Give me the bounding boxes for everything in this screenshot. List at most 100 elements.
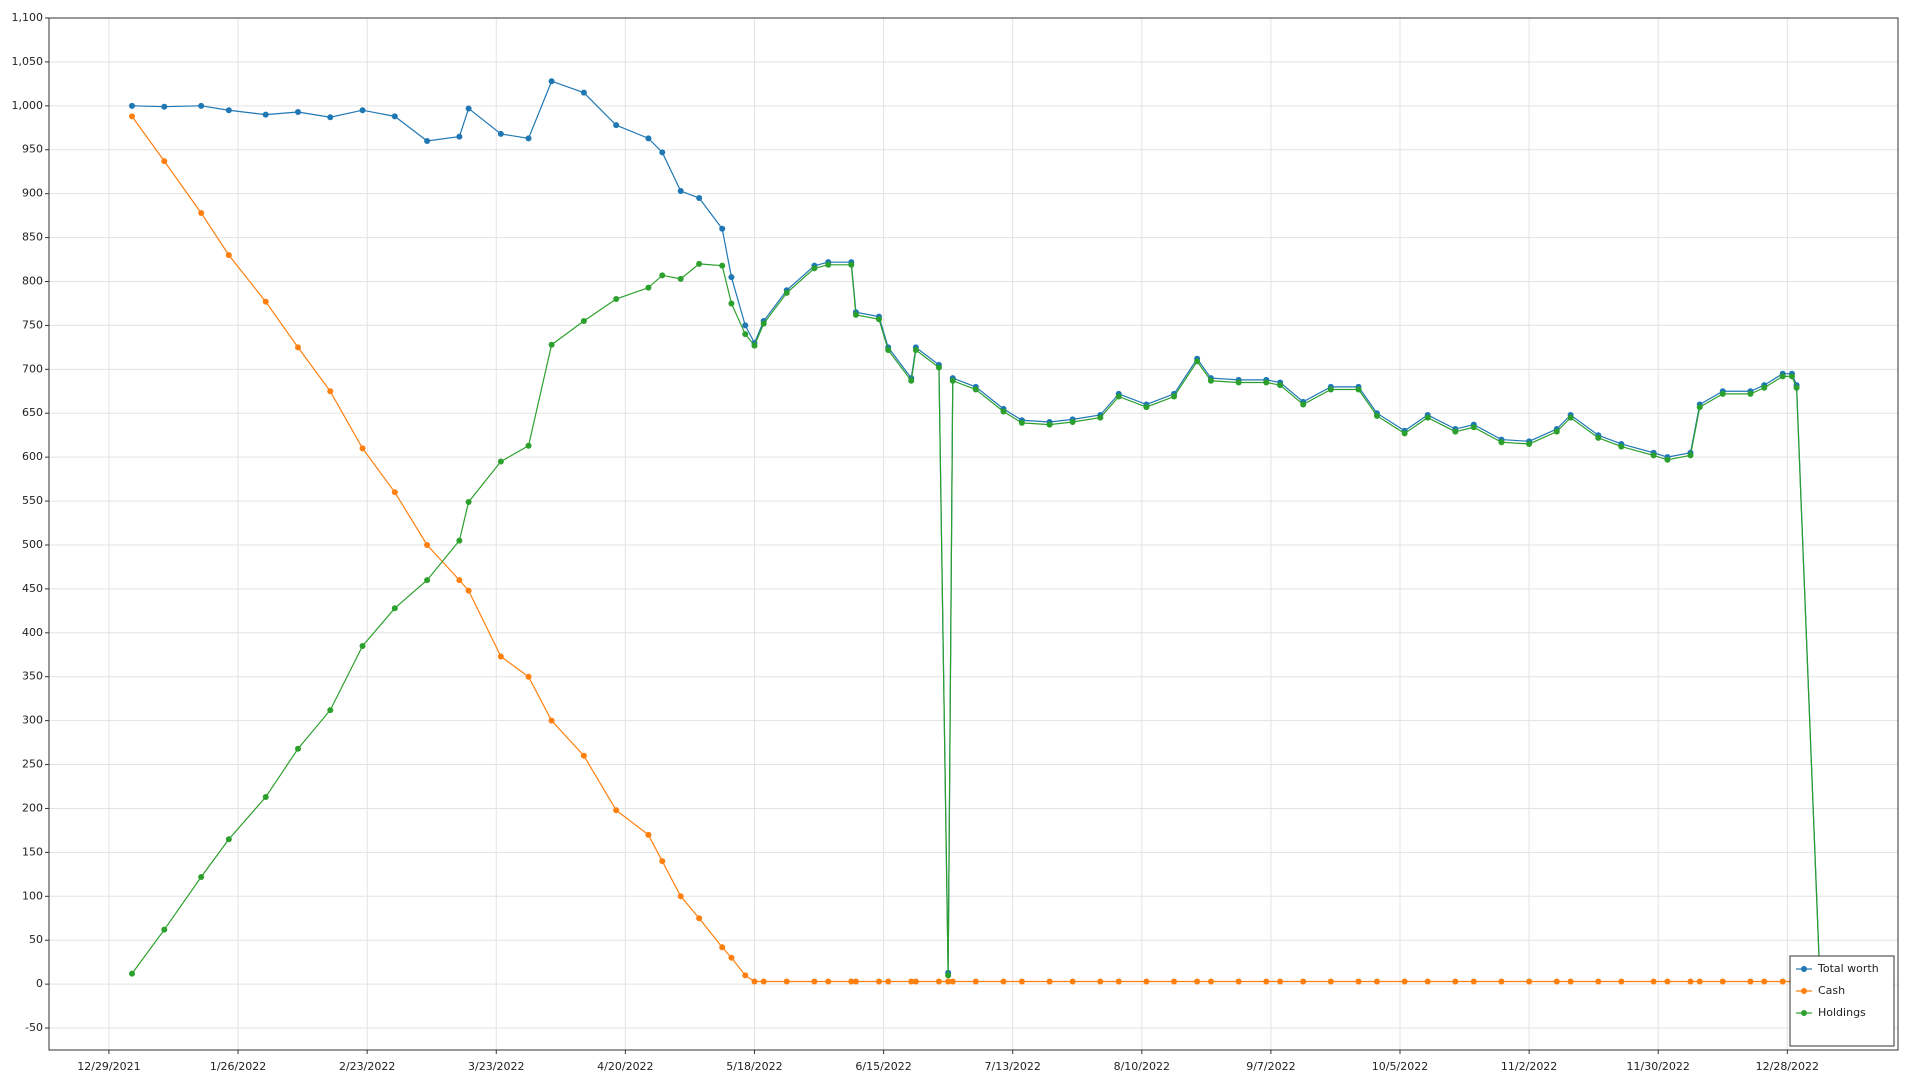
data-point [497,653,504,660]
x-tick-label: 1/26/2022 [210,1060,266,1073]
y-tick-label: 750 [22,318,43,331]
data-point [548,78,555,85]
data-point [659,858,666,865]
data-point [1553,978,1560,985]
data-point [580,89,587,96]
data-point [456,577,463,584]
data-point [1470,424,1477,431]
data-point [885,346,892,353]
data-point [161,103,168,110]
data-point [497,130,504,137]
data-point [359,107,366,114]
data-point [1650,978,1657,985]
data-point [945,978,952,985]
data-point [811,978,818,985]
data-point [391,605,398,612]
data-point [1327,978,1334,985]
x-tick-label: 12/28/2022 [1756,1060,1819,1073]
data-point [1687,978,1694,985]
data-point [1263,978,1270,985]
data-point [294,344,301,351]
y-tick-label: 50 [29,933,43,946]
data-point [1664,456,1671,463]
data-point [728,954,735,961]
data-point [424,577,431,584]
data-point [825,978,832,985]
y-tick-label: 500 [22,538,43,551]
data-point [728,274,735,281]
y-tick-label: 350 [22,670,43,683]
data-point [1788,373,1795,380]
data-point [1687,452,1694,459]
data-point [1373,412,1380,419]
data-point [696,260,703,267]
data-point [1046,421,1053,428]
data-point [760,978,767,985]
y-tick-label: 1,100 [12,11,44,24]
data-point [465,587,472,594]
data-point [645,135,652,142]
data-point [935,364,942,371]
data-point [294,108,301,115]
x-tick-label: 7/13/2022 [984,1060,1040,1073]
data-point [645,284,652,291]
data-point [852,311,859,318]
data-point [1194,358,1201,365]
data-point [811,265,818,272]
data-point [1115,978,1122,985]
data-point [613,122,620,129]
data-point [1761,978,1768,985]
y-tick-label: 0 [36,977,43,990]
data-point [1452,428,1459,435]
x-tick-label: 8/10/2022 [1114,1060,1170,1073]
data-point [1696,404,1703,411]
data-point [912,346,919,353]
data-point [972,386,979,393]
x-tick-label: 11/30/2022 [1627,1060,1690,1073]
data-point [825,261,832,268]
y-tick-label: 450 [22,582,43,595]
data-point [751,978,758,985]
data-point [1567,414,1574,421]
data-point [742,331,749,338]
data-point [359,642,366,649]
data-point [1171,978,1178,985]
x-tick-label: 9/7/2022 [1246,1060,1295,1073]
data-point [1424,978,1431,985]
y-tick-label: 1,050 [12,55,44,68]
data-point [719,262,726,269]
data-point [225,107,232,114]
data-point [1300,401,1307,408]
data-point [525,673,532,680]
data-point [497,458,504,465]
data-point [1498,978,1505,985]
data-point [1595,978,1602,985]
data-point [1779,978,1786,985]
data-point [949,377,956,384]
data-point [198,873,205,880]
data-point [949,978,956,985]
data-point [1115,393,1122,400]
data-point [161,926,168,933]
data-point [908,978,915,985]
data-point [465,498,472,505]
data-point [1498,439,1505,446]
plot-frame [48,17,1899,1051]
data-point [875,978,882,985]
data-point [1747,978,1754,985]
data-point [1143,978,1150,985]
data-point [424,137,431,144]
data-point [1470,978,1477,985]
data-point [1747,390,1754,397]
data-point [424,541,431,548]
data-point [294,745,301,752]
data-point [1373,978,1380,985]
y-tick-label: 400 [22,626,43,639]
y-tick-label: 700 [22,362,43,375]
data-point [659,149,666,156]
x-tick-label: 11/2/2022 [1501,1060,1557,1073]
data-point [1664,978,1671,985]
legend-label: Holdings [1818,1006,1866,1019]
data-point [1143,404,1150,411]
